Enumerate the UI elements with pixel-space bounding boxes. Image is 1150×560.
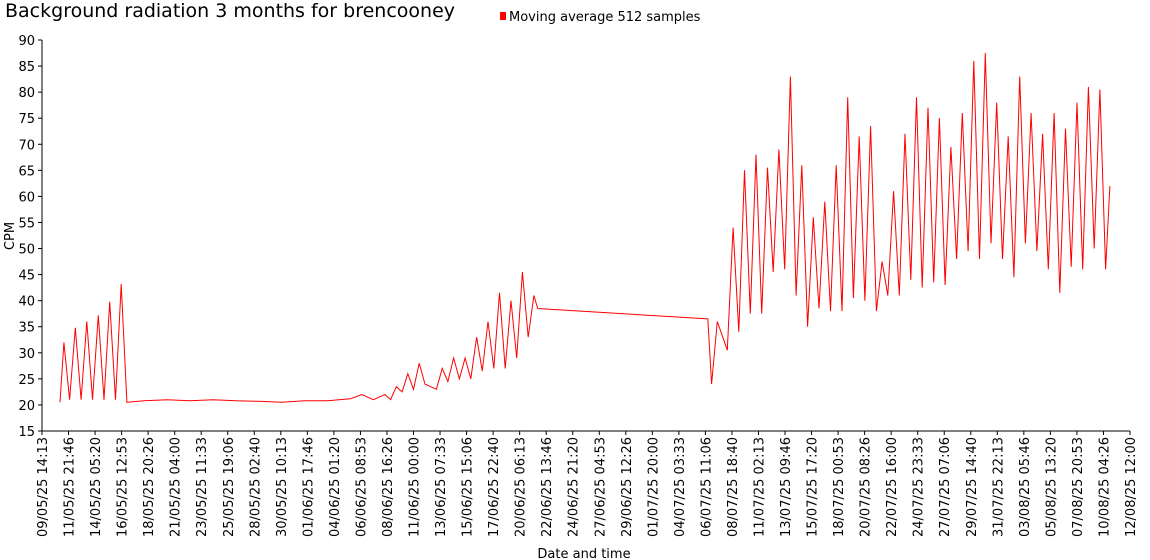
- x-tick-label: 04/07/25 03:33: [673, 437, 688, 537]
- x-tick-label: 13/07/25 09:46: [779, 437, 794, 537]
- y-tick-label: 65: [18, 164, 35, 179]
- y-tick-label: 60: [18, 190, 35, 205]
- x-tick-label: 22/06/25 13:46: [540, 437, 555, 537]
- y-tick-label: 45: [18, 269, 35, 284]
- x-tick-label: 11/07/25 02:13: [752, 437, 767, 537]
- x-tick-label: 01/07/25 20:00: [646, 437, 661, 537]
- x-tick-label: 15/07/25 17:20: [806, 437, 821, 537]
- x-tick-label: 16/05/25 12:53: [116, 437, 131, 537]
- y-tick-label: 15: [18, 425, 35, 440]
- x-tick-label: 21/05/25 04:00: [169, 437, 184, 537]
- x-tick-label: 27/07/25 07:06: [938, 437, 953, 537]
- x-tick-label: 15/06/25 15:06: [461, 437, 476, 537]
- x-tick-label: 03/08/25 05:46: [1018, 437, 1033, 537]
- x-tick-label: 04/06/25 01:20: [328, 437, 343, 537]
- x-tick-label: 10/08/25 04:26: [1097, 437, 1112, 537]
- x-tick-label: 23/05/25 11:33: [195, 437, 210, 537]
- y-tick-label: 30: [18, 347, 35, 362]
- x-tick-label: 13/06/25 07:33: [434, 437, 449, 537]
- y-tick-label: 75: [18, 112, 35, 127]
- x-tick-label: 22/07/25 16:00: [885, 437, 900, 537]
- y-tick-label: 50: [18, 243, 35, 258]
- x-tick-label: 29/06/25 12:26: [620, 437, 635, 537]
- y-axis-label: CPM: [3, 222, 18, 250]
- x-tick-label: 06/06/25 08:53: [354, 437, 369, 537]
- x-tick-label: 14/05/25 05:20: [89, 437, 104, 537]
- x-tick-label: 11/05/25 21:46: [63, 437, 78, 537]
- x-tick-label: 20/06/25 06:13: [514, 437, 529, 537]
- legend-label: Moving average 512 samples: [509, 10, 701, 25]
- legend-swatch: [500, 12, 506, 20]
- x-tick-label: 17/06/25 22:40: [487, 437, 502, 537]
- x-tick-label: 28/05/25 02:40: [248, 437, 263, 537]
- x-tick-label: 08/06/25 16:26: [381, 437, 396, 537]
- y-tick-label: 25: [18, 373, 35, 388]
- data-line: [59, 52, 1111, 403]
- y-tick-label: 90: [18, 34, 35, 49]
- x-axis-label: Date and time: [537, 547, 630, 560]
- x-tick-label: 06/07/25 11:06: [699, 437, 714, 537]
- y-tick-label: 70: [18, 138, 35, 153]
- y-tick-label: 20: [18, 399, 35, 414]
- x-tick-label: 20/07/25 08:26: [859, 437, 874, 537]
- y-tick-label: 85: [18, 60, 35, 75]
- x-tick-label: 09/05/25 14:13: [36, 437, 51, 537]
- x-tick-label: 25/05/25 19:06: [222, 437, 237, 537]
- x-tick-label: 11/06/25 00:00: [408, 437, 423, 537]
- x-tick-label: 24/07/25 23:33: [912, 437, 927, 537]
- x-tick-label: 01/06/25 17:46: [301, 437, 316, 537]
- x-tick-label: 24/06/25 21:20: [567, 437, 582, 537]
- x-tick-label: 31/07/25 22:13: [991, 437, 1006, 537]
- x-tick-label: 07/08/25 20:53: [1071, 437, 1086, 537]
- x-tick-label: 18/07/25 00:53: [832, 437, 847, 537]
- x-tick-label: 29/07/25 14:40: [965, 437, 980, 537]
- chart-title: Background radiation 3 months for brenco…: [5, 0, 455, 22]
- y-tick-label: 55: [18, 216, 35, 231]
- x-tick-label: 08/07/25 18:40: [726, 437, 741, 537]
- y-tick-label: 80: [18, 86, 35, 101]
- x-tick-label: 12/08/25 12:00: [1124, 437, 1139, 537]
- x-tick-label: 18/05/25 20:26: [142, 437, 157, 537]
- x-tick-label: 30/05/25 10:13: [275, 437, 290, 537]
- y-tick-label: 35: [18, 321, 35, 336]
- y-tick-label: 40: [18, 295, 35, 310]
- x-tick-label: 27/06/25 04:53: [593, 437, 608, 537]
- x-tick-label: 05/08/25 13:20: [1044, 437, 1059, 537]
